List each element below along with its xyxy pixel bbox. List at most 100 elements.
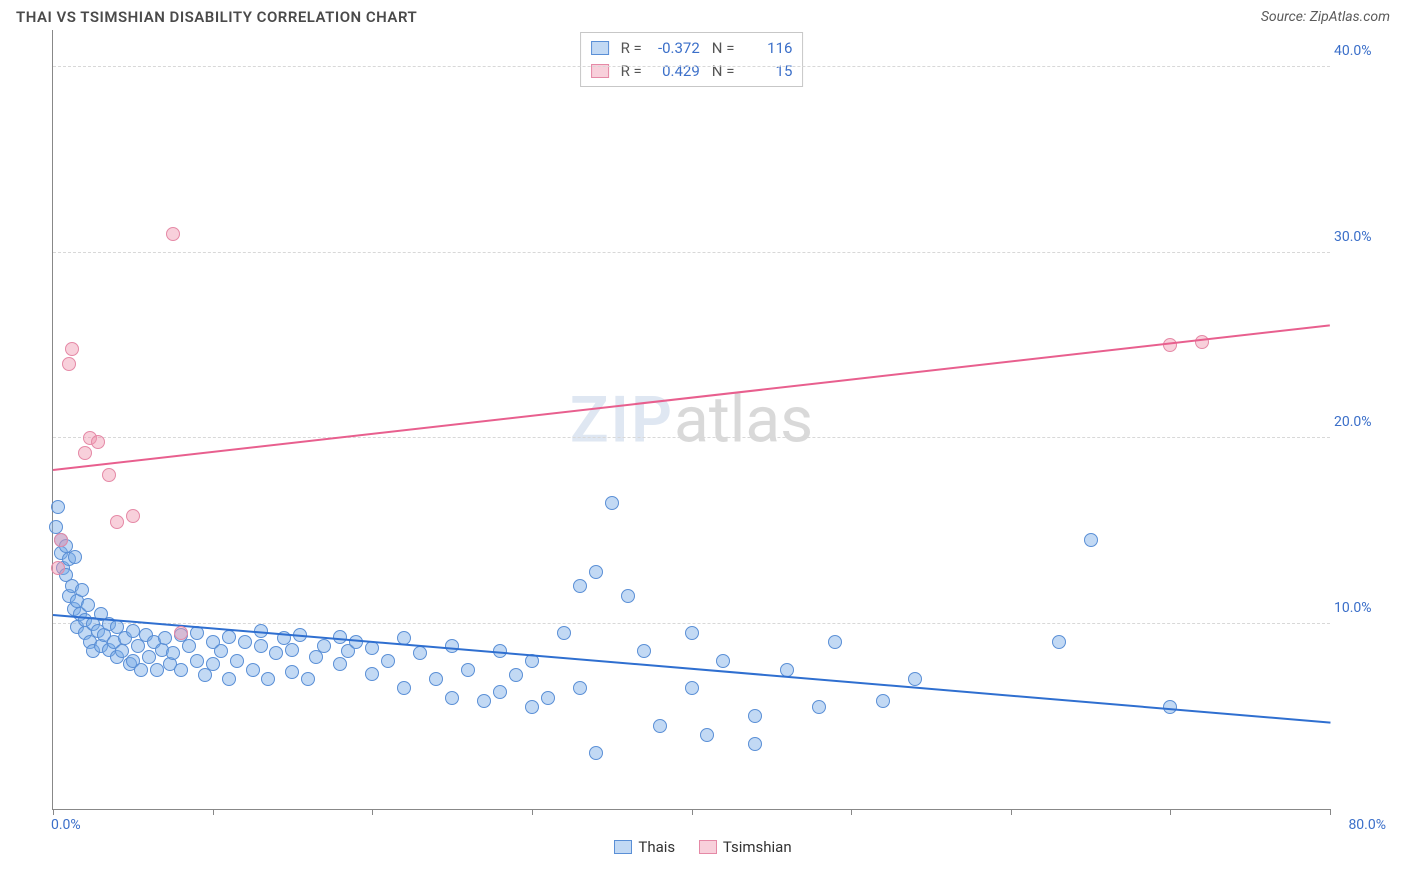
data-point-tsimshian [1163, 338, 1177, 352]
data-point-thais [182, 639, 196, 653]
chart-title: THAI VS TSIMSHIAN DISABILITY CORRELATION… [16, 8, 417, 26]
data-point-thais [429, 672, 443, 686]
data-point-thais [317, 639, 331, 653]
x-tick-mark [213, 809, 214, 815]
swatch-tsimshian [699, 840, 717, 854]
data-point-thais [269, 646, 283, 660]
data-point-thais [166, 646, 180, 660]
x-tick-mark [692, 809, 693, 815]
gridline [53, 623, 1330, 624]
data-point-tsimshian [126, 509, 140, 523]
data-point-thais [333, 657, 347, 671]
data-point-thais [174, 663, 188, 677]
data-point-thais [716, 654, 730, 668]
data-point-thais [285, 665, 299, 679]
data-point-thais [142, 650, 156, 664]
data-point-thais [285, 643, 299, 657]
data-point-tsimshian [174, 626, 188, 640]
r-label: R = [621, 37, 642, 60]
x-tick-mark [1170, 809, 1171, 815]
data-point-thais [158, 631, 172, 645]
x-tick-mark [851, 809, 852, 815]
x-tick-label: 0.0% [51, 817, 81, 833]
y-tick-label: 30.0% [1334, 229, 1388, 245]
legend-label-tsimshian: Tsimshian [723, 838, 792, 856]
data-point-thais [68, 550, 82, 564]
y-tick-label: 40.0% [1334, 43, 1388, 59]
y-tick-label: 20.0% [1334, 414, 1388, 430]
data-point-thais [589, 746, 603, 760]
data-point-thais [908, 672, 922, 686]
data-point-thais [381, 654, 395, 668]
r-value-tsimshian: 0.429 [650, 60, 700, 83]
r-label: R = [621, 60, 642, 83]
data-point-tsimshian [102, 468, 116, 482]
data-point-tsimshian [78, 446, 92, 460]
data-point-thais [1052, 635, 1066, 649]
watermark: ZIPatlas [570, 382, 813, 457]
data-point-thais [190, 654, 204, 668]
x-tick-mark [53, 809, 54, 815]
data-point-thais [700, 728, 714, 742]
legend-item-tsimshian: Tsimshian [699, 838, 792, 856]
x-tick-mark [532, 809, 533, 815]
x-tick-mark [372, 809, 373, 815]
data-point-thais [748, 709, 762, 723]
plot-area: ZIPatlas R = -0.372 N = 116 R = 0.429 N … [52, 30, 1330, 810]
stats-box: R = -0.372 N = 116 R = 0.429 N = 15 [580, 32, 804, 87]
legend-label-thais: Thais [638, 838, 675, 856]
data-point-thais [876, 694, 890, 708]
swatch-thais [614, 840, 632, 854]
data-point-thais [573, 579, 587, 593]
data-point-thais [605, 496, 619, 510]
data-point-thais [134, 663, 148, 677]
source-label: Source: ZipAtlas.com [1261, 9, 1390, 25]
data-point-thais [589, 565, 603, 579]
stats-row-thais: R = -0.372 N = 116 [591, 37, 793, 60]
r-value-thais: -0.372 [650, 37, 700, 60]
data-point-thais [557, 626, 571, 640]
data-point-tsimshian [54, 533, 68, 547]
n-value-thais: 116 [742, 37, 792, 60]
n-value-tsimshian: 15 [742, 60, 792, 83]
data-point-thais [509, 668, 523, 682]
data-point-thais [445, 639, 459, 653]
data-point-thais [222, 672, 236, 686]
data-point-thais [637, 644, 651, 658]
bottom-legend: Thais Tsimshian [16, 838, 1390, 858]
data-point-thais [365, 667, 379, 681]
data-point-thais [1084, 533, 1098, 547]
legend-item-thais: Thais [614, 838, 675, 856]
x-tick-mark [1011, 809, 1012, 815]
data-point-thais [748, 737, 762, 751]
data-point-thais [685, 681, 699, 695]
data-point-thais [222, 630, 236, 644]
watermark-zip: ZIP [570, 382, 674, 457]
data-point-thais [525, 700, 539, 714]
trend-line-tsimshian [53, 325, 1330, 472]
data-point-thais [254, 639, 268, 653]
data-point-thais [75, 583, 89, 597]
stats-row-tsimshian: R = 0.429 N = 15 [591, 60, 793, 83]
data-point-thais [51, 500, 65, 514]
data-point-thais [653, 719, 667, 733]
data-point-thais [812, 700, 826, 714]
data-point-thais [493, 685, 507, 699]
data-point-thais [214, 644, 228, 658]
n-label: N = [712, 60, 735, 83]
data-point-thais [49, 520, 63, 534]
data-point-thais [230, 654, 244, 668]
data-point-tsimshian [166, 227, 180, 241]
data-point-thais [477, 694, 491, 708]
data-point-thais [828, 635, 842, 649]
data-point-thais [573, 681, 587, 695]
data-point-thais [413, 646, 427, 660]
data-point-tsimshian [1195, 335, 1209, 349]
chart-container: Disability ZIPatlas R = -0.372 N = 116 R… [16, 30, 1390, 858]
data-point-thais [206, 657, 220, 671]
data-point-thais [349, 635, 363, 649]
gridline [53, 66, 1330, 67]
n-label: N = [712, 37, 735, 60]
data-point-tsimshian [51, 561, 65, 575]
data-point-tsimshian [65, 342, 79, 356]
